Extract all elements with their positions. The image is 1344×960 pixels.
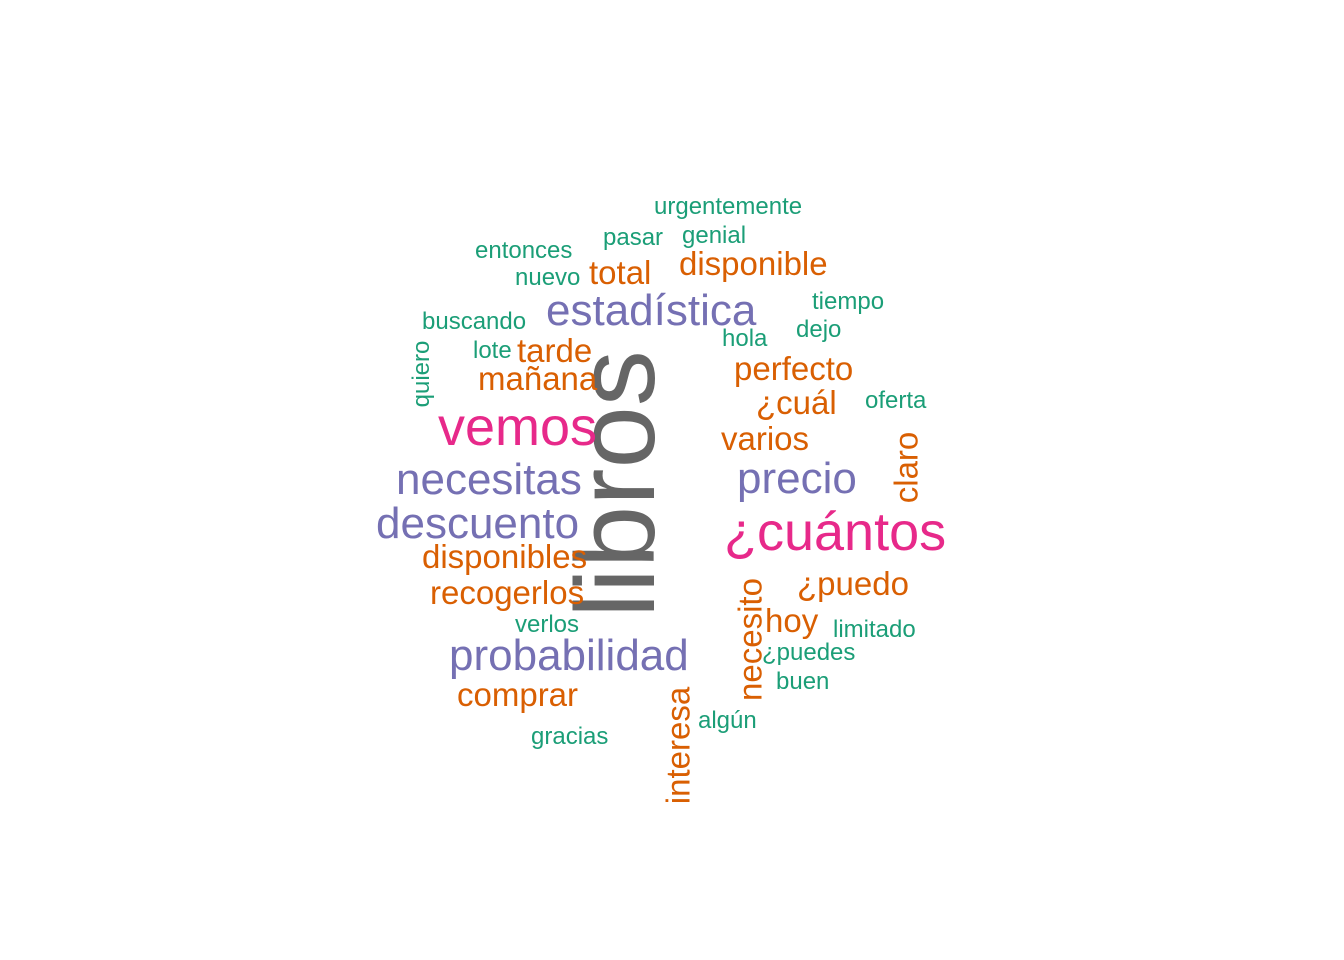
word-pasar: pasar bbox=[603, 224, 664, 251]
word-hola: hola bbox=[722, 325, 768, 352]
word-estadistica: estadística bbox=[546, 286, 757, 335]
word-cuantos: ¿cuántos bbox=[724, 502, 947, 562]
word-limitado: limitado bbox=[833, 616, 916, 643]
word-total: total bbox=[589, 254, 652, 291]
word-quiero: quiero bbox=[408, 340, 435, 408]
word-descuento: descuento bbox=[376, 499, 580, 548]
word-disponibles: disponibles bbox=[422, 538, 588, 575]
word-entonces: entonces bbox=[475, 237, 573, 264]
word-genial: genial bbox=[682, 222, 747, 249]
word-oferta: oferta bbox=[865, 387, 927, 414]
word-perfecto: perfecto bbox=[734, 350, 854, 387]
word-puedes: ¿puedes bbox=[762, 639, 856, 666]
word-hoy: hoy bbox=[765, 602, 819, 639]
word-puedo: ¿puedo bbox=[797, 565, 909, 602]
word-nuevo: nuevo bbox=[515, 264, 581, 291]
word-comprar: comprar bbox=[457, 676, 579, 713]
word-tiempo: tiempo bbox=[812, 288, 885, 315]
word-lote: lote bbox=[473, 337, 512, 364]
word-algun: algún bbox=[698, 707, 757, 734]
word-probabilidad: probabilidad bbox=[449, 631, 689, 680]
word-buen: buen bbox=[776, 668, 830, 695]
word-urgentemente: urgentemente bbox=[654, 193, 803, 220]
word-vemos: vemos bbox=[438, 397, 598, 457]
word-claro: claro bbox=[887, 431, 925, 504]
word-disponible: disponible bbox=[679, 245, 828, 282]
word-recogerlos: recogerlos bbox=[430, 574, 585, 611]
word-gracias: gracias bbox=[531, 723, 609, 750]
word-cual: ¿cuál bbox=[756, 384, 837, 421]
word-necesitas: necesitas bbox=[396, 455, 582, 504]
word-precio: precio bbox=[737, 454, 857, 503]
word-varios: varios bbox=[721, 420, 810, 457]
word-manana: mañana bbox=[478, 360, 598, 397]
word-dejo: dejo bbox=[796, 316, 842, 343]
word-buscando: buscando bbox=[422, 308, 527, 335]
word-tarde: tarde bbox=[517, 332, 593, 369]
word-verlos: verlos bbox=[515, 611, 580, 638]
word-interesa: interesa bbox=[659, 686, 697, 805]
